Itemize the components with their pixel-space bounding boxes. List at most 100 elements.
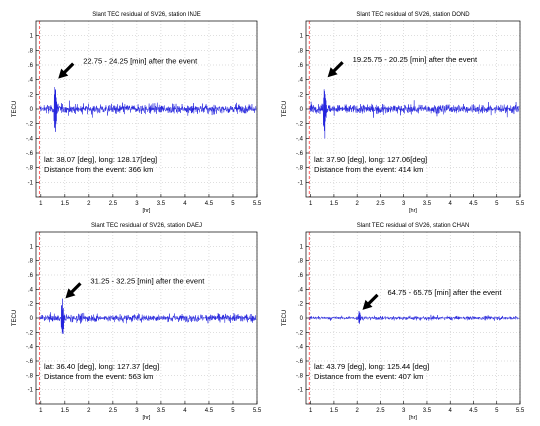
y-tick-label: .8: [28, 48, 34, 54]
x-tick-label: 5: [231, 408, 235, 414]
x-tick-label: 3: [135, 201, 139, 207]
y-tick-label: -.2: [26, 122, 34, 128]
y-tick-label: -.4: [26, 136, 34, 142]
x-tick-label: 2: [356, 201, 360, 207]
x-tick-label: 5.5: [516, 408, 525, 414]
x-tick-label: 4: [449, 408, 453, 414]
x-tick-label: 2.5: [376, 408, 385, 414]
y-tick-label: -.4: [296, 345, 304, 351]
chart-title: Slant TEC residual of SV26, station CHAN: [357, 223, 470, 229]
x-tick-label: 2: [87, 201, 91, 207]
y-axis-label: TECU: [12, 101, 18, 117]
y-tick-label: 1: [30, 34, 34, 40]
y-tick-label: 1: [300, 244, 304, 250]
x-tick-label: 3.5: [423, 201, 432, 207]
x-tick-label: 3: [402, 201, 406, 207]
y-tick-label: .2: [28, 302, 34, 308]
station-info-line: Distance from the event: 366 km: [44, 165, 153, 174]
x-tick-label: 3.5: [423, 408, 432, 414]
x-tick-label: 3: [402, 408, 406, 414]
y-tick-label: .6: [28, 63, 34, 69]
chart-panel-3: 1 1.5 2 2.5 3 3.5 4 4.5 5 5.5 -1 -.8 -.6 -.4 -.2 0 .2 .4.…: [12, 223, 262, 421]
y-tick-label: -.8: [296, 373, 304, 379]
y-tick-label: 0: [300, 316, 304, 322]
x-tick-label: 1.5: [330, 408, 339, 414]
x-axis-label: [hr]: [143, 415, 151, 421]
chart-panel-1: 1 1.5 2 2.5 3 3.5 4 4.5 5 5.5 -1 -.8 -.6 -.4 -.2 0 .2 .4.…: [12, 12, 262, 214]
x-tick-label: 1.5: [61, 201, 70, 207]
annotation-arrow-icon: [65, 282, 82, 299]
y-tick-label: .4: [28, 287, 34, 293]
x-tick-label: 5.5: [253, 408, 262, 414]
y-tick-label: .2: [298, 302, 304, 308]
x-tick-label: 4.5: [469, 201, 478, 207]
y-tick-label: -1: [28, 388, 34, 394]
y-tick-label: 0: [30, 316, 34, 322]
x-tick-label: 4: [449, 201, 453, 207]
arrival-annotation-text: 31.25 - 32.25 [min] after the event: [90, 276, 205, 285]
x-tick-label: 1: [39, 201, 43, 207]
y-tick-label: .6: [298, 63, 304, 69]
arrival-annotation-text: 22.75 - 24.25 [min] after the event: [83, 57, 198, 66]
station-info-line: Distance from the event: 563 km: [44, 372, 153, 381]
y-axis-label: TECU: [282, 310, 288, 326]
y-tick-label: -.8: [26, 373, 34, 379]
tec-residual-series: [39, 298, 257, 334]
x-tick-label: 2.5: [376, 201, 385, 207]
x-tick-label: 2.5: [109, 201, 118, 207]
x-tick-label: 1.5: [330, 201, 339, 207]
y-tick-label: .4: [298, 78, 304, 84]
y-tick-label: .4: [28, 78, 34, 84]
x-tick-label: 4.5: [205, 201, 214, 207]
tec-residual-series: [309, 89, 520, 139]
y-tick-label: -.2: [26, 330, 34, 336]
y-tick-label: .8: [28, 259, 34, 265]
arrival-annotation-text: 64.75 - 65.75 [min] after the event: [388, 288, 503, 297]
x-tick-label: 5: [495, 201, 499, 207]
x-tick-label: 5: [495, 408, 499, 414]
x-tick-label: 1: [309, 201, 313, 207]
y-tick-label: -1: [298, 180, 304, 186]
station-info-line: Distance from the event: 414 km: [314, 165, 423, 174]
x-tick-label: 1.5: [61, 408, 70, 414]
x-tick-label: 5.5: [253, 201, 262, 207]
x-tick-label: 1: [309, 408, 313, 414]
annotation-arrow-icon: [327, 61, 344, 78]
station-info-line: Distance from the event: 407 km: [314, 372, 423, 381]
y-tick-label: .4: [298, 287, 304, 293]
x-tick-label: 3.5: [157, 408, 166, 414]
x-axis-label: [hr]: [409, 415, 417, 421]
annotation-arrow-icon: [362, 293, 379, 310]
station-info-line: lat: 43.79 [deg], long: 125.44 [deg]: [314, 362, 429, 371]
x-tick-label: 1: [39, 408, 43, 414]
tec-residual-series: [39, 86, 257, 132]
chart-title: Slant TEC residual of SV26, station INJE: [92, 12, 201, 18]
y-tick-label: .8: [298, 259, 304, 265]
y-tick-label: 1: [30, 244, 34, 250]
x-axis-label: [hr]: [143, 208, 151, 214]
x-tick-label: 2: [87, 408, 91, 414]
tec-residual-series: [309, 311, 520, 325]
y-tick-label: -.2: [296, 122, 304, 128]
x-tick-label: 4: [183, 201, 187, 207]
x-tick-label: 3: [135, 408, 139, 414]
x-tick-label: 2: [356, 408, 360, 414]
x-axis-label: [hr]: [409, 208, 417, 214]
y-tick-label: .6: [28, 273, 34, 279]
chart-title: Slant TEC residual of SV26, station DAEJ: [91, 223, 202, 229]
y-axis-label: TECU: [12, 310, 18, 326]
y-tick-label: -1: [28, 180, 34, 186]
chart-title: Slant TEC residual of SV26, station DOND: [356, 12, 470, 18]
y-axis-label: TECU: [282, 101, 288, 117]
x-tick-label: 2.5: [109, 408, 118, 414]
x-tick-label: 4.5: [205, 408, 214, 414]
y-tick-label: -1: [298, 388, 304, 394]
y-tick-label: -.8: [296, 166, 304, 172]
y-tick-label: -.6: [296, 359, 304, 365]
x-tick-label: 4: [183, 408, 187, 414]
y-tick-label: .2: [28, 92, 34, 98]
arrival-annotation-text: 19.25.75 - 20.25 [min] after the event: [353, 55, 478, 64]
y-tick-label: .8: [298, 48, 304, 54]
x-tick-label: 3.5: [157, 201, 166, 207]
